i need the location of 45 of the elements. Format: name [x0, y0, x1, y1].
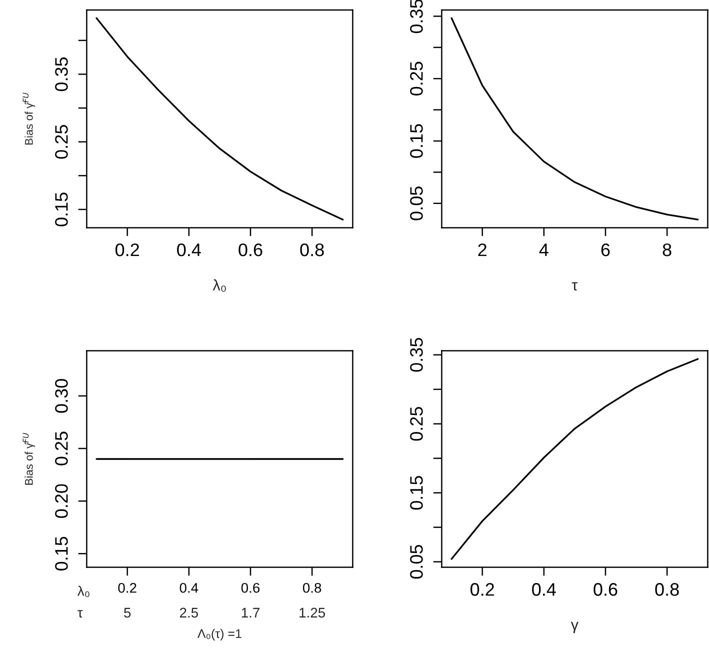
y-tick-label: 0.15: [55, 192, 68, 226]
x-tick-label: 8: [662, 243, 672, 256]
y-tick-label: 0.05: [410, 186, 423, 220]
y-tick-label: 0.15: [55, 536, 68, 570]
x-tick-label: 0.2: [118, 582, 136, 593]
line-series: [96, 17, 344, 220]
y-tick-label: 0.35: [55, 57, 68, 92]
x-tick-label: 0.2: [115, 243, 139, 256]
text: 1.7: [242, 608, 260, 618]
y-tick-label: 0.25: [410, 62, 423, 96]
y-tick-label: 0.30: [55, 379, 68, 413]
x-tick-label: 4: [539, 244, 548, 256]
x-tick-label: 0.4: [177, 243, 201, 256]
x-tick-label: 2: [478, 243, 486, 256]
text: τ: [78, 610, 83, 618]
x-tick-label: 0.6: [594, 583, 618, 596]
x-tick-label: 0.2: [470, 583, 494, 596]
text: λ₀: [77, 586, 90, 598]
y-axis-title: Bias of γ̂$^{FU}$: [22, 92, 36, 145]
y-tick-label: 0.20: [55, 484, 68, 518]
y-axis-title: Bias of γ̂$^{FU}$: [22, 432, 36, 485]
x-tick-label: 0.8: [655, 583, 679, 596]
x-axis-title: τ: [572, 282, 578, 290]
x-axis-title: Λ₀(τ) =1: [198, 628, 242, 641]
x-axis-title: λ₀: [212, 279, 226, 292]
y-tick-label: 0.15: [410, 476, 423, 510]
y-tick-label: 0.15: [410, 124, 423, 158]
y-tick-label: 0.25: [410, 407, 423, 441]
text: 5: [124, 608, 131, 618]
x-tick-label: 0.6: [241, 582, 260, 593]
x-tick-label: 0.8: [302, 582, 322, 593]
x-tick-label: 0.6: [238, 243, 262, 256]
y-tick-label: 0.35: [410, 338, 423, 372]
x-tick-label: 6: [601, 243, 610, 256]
x-tick-label: 0.4: [180, 582, 198, 593]
y-tick-label: 0.05: [410, 544, 423, 579]
x-tick-label: 0.8: [300, 243, 324, 256]
text: 2.5: [180, 608, 198, 618]
line-series: [450, 358, 699, 560]
y-tick-label: 0.25: [55, 125, 68, 159]
text: 1.25: [300, 608, 325, 618]
line-series: [450, 17, 699, 220]
y-tick-label: 0.25: [55, 432, 68, 466]
x-axis-title: γ: [570, 622, 578, 634]
x-tick-label: 0.4: [532, 583, 556, 596]
